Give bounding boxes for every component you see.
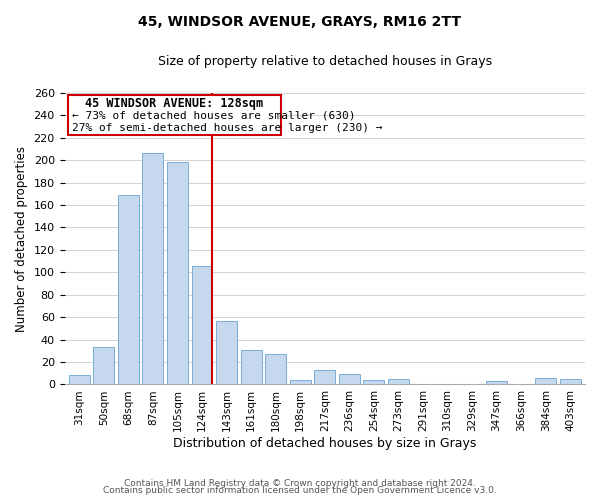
Bar bbox=[486, 381, 507, 384]
Bar bbox=[167, 162, 188, 384]
Text: Contains public sector information licensed under the Open Government Licence v3: Contains public sector information licen… bbox=[103, 486, 497, 495]
Bar bbox=[94, 348, 114, 385]
Text: 45, WINDSOR AVENUE, GRAYS, RM16 2TT: 45, WINDSOR AVENUE, GRAYS, RM16 2TT bbox=[139, 15, 461, 29]
Text: Contains HM Land Registry data © Crown copyright and database right 2024.: Contains HM Land Registry data © Crown c… bbox=[124, 478, 476, 488]
Bar bbox=[191, 266, 212, 384]
X-axis label: Distribution of detached houses by size in Grays: Distribution of detached houses by size … bbox=[173, 437, 476, 450]
Bar bbox=[142, 154, 163, 384]
Text: ← 73% of detached houses are smaller (630): ← 73% of detached houses are smaller (63… bbox=[72, 110, 355, 120]
Bar bbox=[388, 379, 409, 384]
Title: Size of property relative to detached houses in Grays: Size of property relative to detached ho… bbox=[158, 55, 492, 68]
Bar bbox=[535, 378, 556, 384]
Bar bbox=[560, 379, 581, 384]
Bar bbox=[314, 370, 335, 384]
Bar bbox=[69, 376, 89, 384]
Bar bbox=[241, 350, 262, 384]
Text: 27% of semi-detached houses are larger (230) →: 27% of semi-detached houses are larger (… bbox=[72, 123, 382, 133]
Bar bbox=[265, 354, 286, 384]
Bar bbox=[364, 380, 384, 384]
Y-axis label: Number of detached properties: Number of detached properties bbox=[15, 146, 28, 332]
FancyBboxPatch shape bbox=[68, 95, 281, 136]
Bar bbox=[118, 195, 139, 384]
Bar bbox=[339, 374, 360, 384]
Text: 45 WINDSOR AVENUE: 128sqm: 45 WINDSOR AVENUE: 128sqm bbox=[85, 98, 263, 110]
Bar bbox=[290, 380, 311, 384]
Bar bbox=[216, 320, 237, 384]
